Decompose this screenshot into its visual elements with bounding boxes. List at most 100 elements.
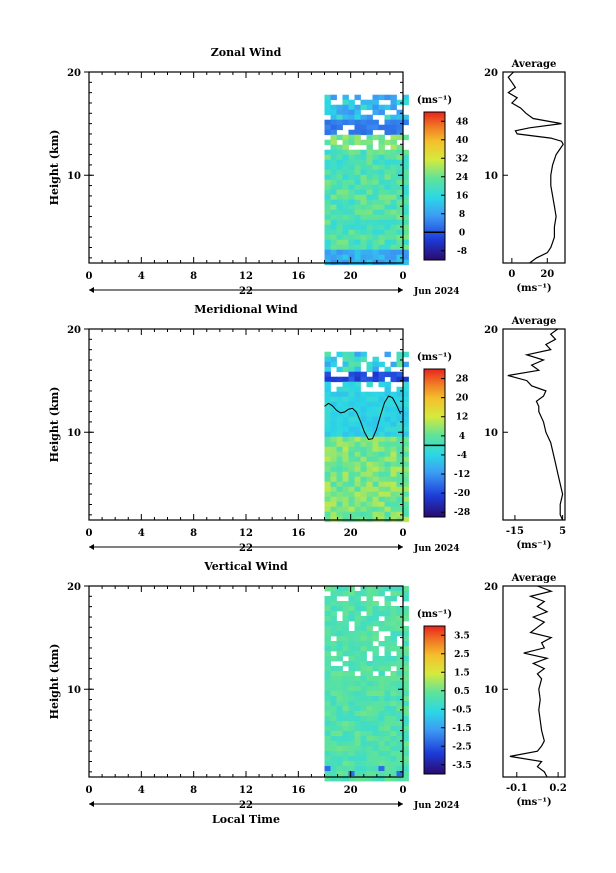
heatmap-cell bbox=[366, 416, 373, 423]
heatmap-cell bbox=[372, 159, 379, 166]
heatmap-cell bbox=[366, 189, 373, 196]
heatmap-cell bbox=[390, 491, 397, 498]
heatmap-cell bbox=[384, 706, 391, 712]
heatmap-cell bbox=[372, 776, 379, 782]
heatmap-cell bbox=[348, 411, 355, 418]
heatmap-cell bbox=[360, 406, 367, 413]
colorbar-tick-label: 20 bbox=[456, 394, 469, 404]
heatmap-cell bbox=[336, 214, 343, 221]
heatmap-cell bbox=[378, 361, 385, 368]
heatmap-cell bbox=[378, 94, 385, 101]
heatmap-cell bbox=[336, 721, 343, 727]
heatmap-cell bbox=[378, 421, 385, 428]
heatmap-cell bbox=[342, 491, 349, 498]
heatmap-cell bbox=[372, 661, 379, 667]
heatmap-cell bbox=[348, 219, 355, 226]
heatmap-cell bbox=[342, 731, 349, 737]
heatmap-cell bbox=[330, 149, 337, 156]
heatmap-cell bbox=[336, 711, 343, 717]
heatmap-cell bbox=[354, 696, 361, 702]
heatmap-cell bbox=[336, 636, 343, 642]
heatmap-cell bbox=[354, 401, 361, 408]
heatmap-cell bbox=[330, 751, 337, 757]
heatmap-cell bbox=[372, 616, 379, 622]
heatmap-cell bbox=[336, 149, 343, 156]
heatmap-cell bbox=[336, 401, 343, 408]
heatmap-cell bbox=[342, 199, 349, 206]
heatmap-cell bbox=[402, 696, 409, 702]
heatmap-cell bbox=[372, 721, 379, 727]
heatmap-cell bbox=[348, 611, 355, 617]
heatmap-cell bbox=[354, 496, 361, 503]
heatmap-cell bbox=[396, 736, 403, 742]
heatmap-cell bbox=[324, 586, 331, 592]
heatmap-cell bbox=[354, 481, 361, 488]
heatmap-cell bbox=[348, 511, 355, 518]
heatmap-cell bbox=[390, 761, 397, 767]
heatmap-cell bbox=[390, 701, 397, 707]
heatmap-cell bbox=[324, 169, 331, 176]
heatmap-cell bbox=[324, 249, 331, 256]
heatmap-cell bbox=[354, 376, 361, 383]
heatmap-cell bbox=[324, 611, 331, 617]
heatmap-cell bbox=[342, 254, 349, 261]
y-axis-label: Height (km) bbox=[48, 387, 61, 463]
heatmap-cell bbox=[384, 641, 391, 647]
heatmap-cell bbox=[390, 204, 397, 211]
heatmap-cell bbox=[384, 194, 391, 201]
heatmap-cell bbox=[366, 214, 373, 221]
heatmap-cell bbox=[390, 114, 397, 121]
heatmap-cell bbox=[342, 446, 349, 453]
heatmap-cell bbox=[378, 436, 385, 443]
y-axis-label: Height (km) bbox=[48, 130, 61, 206]
heatmap-cell bbox=[324, 616, 331, 622]
heatmap-cell bbox=[336, 451, 343, 458]
y-tick-label: 20 bbox=[67, 325, 81, 336]
heatmap-cell bbox=[342, 746, 349, 752]
heatmap-cell bbox=[384, 481, 391, 488]
heatmap-cell bbox=[378, 751, 385, 757]
heatmap-cell bbox=[384, 446, 391, 453]
heatmap-cell bbox=[336, 194, 343, 201]
heatmap-cell bbox=[372, 706, 379, 712]
heatmap-cell bbox=[360, 631, 367, 637]
heatmap-cell bbox=[324, 179, 331, 186]
heatmap-cell bbox=[360, 711, 367, 717]
heatmap-cell bbox=[336, 436, 343, 443]
heatmap-cell bbox=[360, 741, 367, 747]
heatmap-cell bbox=[342, 646, 349, 652]
heatmap-cell bbox=[402, 676, 409, 682]
heatmap-cell bbox=[354, 491, 361, 498]
heatmap-cell bbox=[402, 234, 409, 241]
colorbar-tick-label: -12 bbox=[454, 470, 470, 480]
heatmap-cell bbox=[384, 411, 391, 418]
heatmap-cell bbox=[384, 406, 391, 413]
heatmap-cell bbox=[372, 134, 379, 141]
heatmap-cell bbox=[330, 124, 337, 131]
heatmap-cell bbox=[390, 159, 397, 166]
heatmap-cell bbox=[354, 661, 361, 667]
heatmap-cell bbox=[360, 691, 367, 697]
heatmap-cell bbox=[384, 371, 391, 378]
heatmap-cell bbox=[384, 466, 391, 473]
heatmap-cell bbox=[348, 671, 355, 677]
heatmap-cell bbox=[390, 229, 397, 236]
heatmap-cell bbox=[354, 381, 361, 388]
x-tick-label: 0 bbox=[400, 528, 407, 539]
heatmap-cell bbox=[372, 461, 379, 468]
heatmap-cell bbox=[324, 209, 331, 216]
heatmap-cell bbox=[366, 486, 373, 493]
heatmap-cell bbox=[390, 184, 397, 191]
heatmap-cell bbox=[366, 361, 373, 368]
y-axis-label: Height (km) bbox=[48, 644, 61, 720]
heatmap-cell bbox=[402, 259, 409, 266]
heatmap-cell bbox=[378, 104, 385, 111]
heatmap-cell bbox=[384, 596, 391, 602]
heatmap-cell bbox=[366, 481, 373, 488]
heatmap-cell bbox=[366, 776, 373, 782]
heatmap-cell bbox=[396, 491, 403, 498]
heatmap-cell bbox=[360, 421, 367, 428]
heatmap-cell bbox=[372, 361, 379, 368]
heatmap-cell bbox=[324, 189, 331, 196]
heatmap-cell bbox=[330, 94, 337, 101]
